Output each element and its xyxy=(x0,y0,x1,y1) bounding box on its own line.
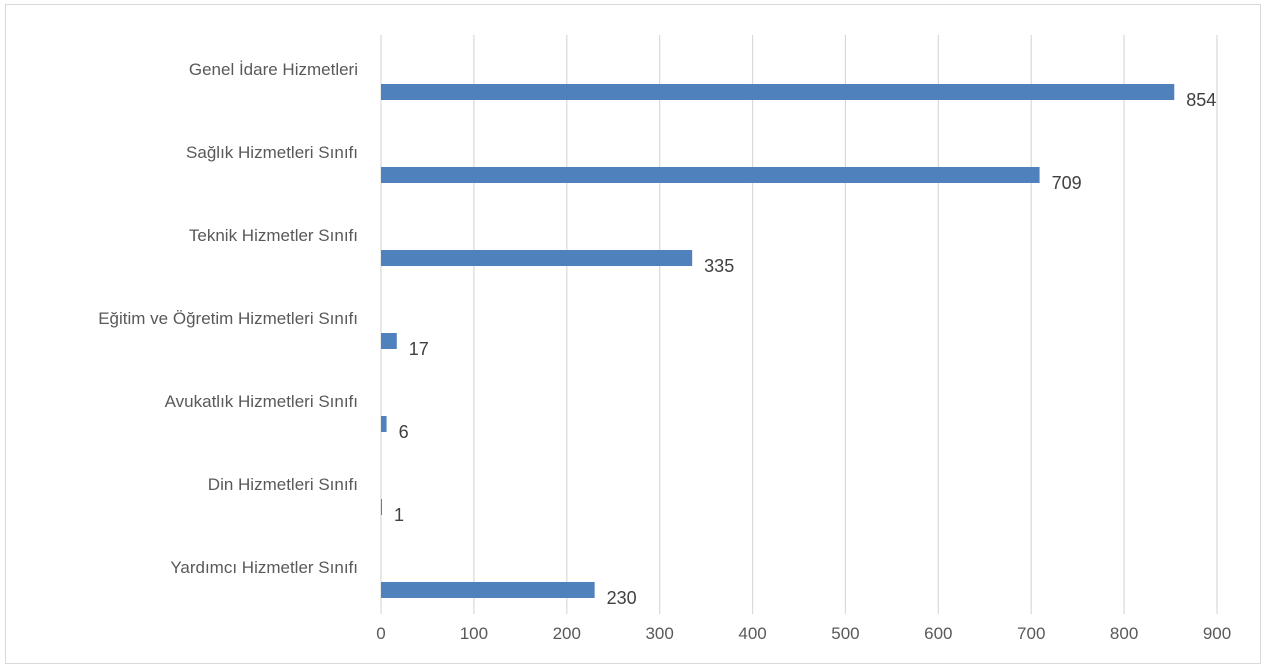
x-tick-label: 100 xyxy=(460,624,488,643)
category-label: Eğitim ve Öğretim Hizmetleri Sınıfı xyxy=(98,309,358,328)
category-label: Sağlık Hizmetleri Sınıfı xyxy=(186,143,358,162)
x-tick-label: 700 xyxy=(1017,624,1045,643)
data-labels: 854 709 335 17 6 1 230 xyxy=(394,90,1216,608)
bars xyxy=(381,84,1175,598)
bar-chart: Genel İdare Hizmetleri Sağlık Hizmetleri … xyxy=(98,35,1231,643)
data-label: 17 xyxy=(409,339,429,359)
category-label: Genel İdare Hizmetleri xyxy=(189,60,358,79)
data-label: 335 xyxy=(704,256,734,276)
x-tick-label: 400 xyxy=(738,624,766,643)
x-tick-label: 500 xyxy=(831,624,859,643)
x-tick-label: 0 xyxy=(376,624,385,643)
bar xyxy=(381,250,693,266)
data-label: 1 xyxy=(394,505,404,525)
bar xyxy=(381,167,1040,183)
data-label: 230 xyxy=(607,588,637,608)
category-label: Din Hizmetleri Sınıfı xyxy=(208,475,358,494)
category-label: Yardımcı Hizmetler Sınıfı xyxy=(170,558,358,577)
x-tick-label: 800 xyxy=(1110,624,1138,643)
gridlines xyxy=(380,35,1218,614)
bar xyxy=(381,416,387,432)
bar xyxy=(381,499,382,515)
data-label: 709 xyxy=(1052,173,1082,193)
data-label: 6 xyxy=(399,422,409,442)
bar xyxy=(381,84,1175,100)
x-tick-label: 300 xyxy=(645,624,673,643)
bar xyxy=(381,333,397,349)
x-tick-label: 600 xyxy=(924,624,952,643)
bar xyxy=(381,582,595,598)
x-tick-label: 900 xyxy=(1203,624,1231,643)
category-label: Avukatlık Hizmetleri Sınıfı xyxy=(165,392,358,411)
category-label: Teknik Hizmetler Sınıfı xyxy=(189,226,358,245)
data-label: 854 xyxy=(1186,90,1216,110)
x-axis-tick-labels: 0 100 200 300 400 500 600 700 800 900 xyxy=(376,624,1231,643)
category-labels: Genel İdare Hizmetleri Sağlık Hizmetleri … xyxy=(98,60,358,577)
chart-container: Genel İdare Hizmetleri Sağlık Hizmetleri … xyxy=(5,4,1261,664)
x-tick-label: 200 xyxy=(553,624,581,643)
